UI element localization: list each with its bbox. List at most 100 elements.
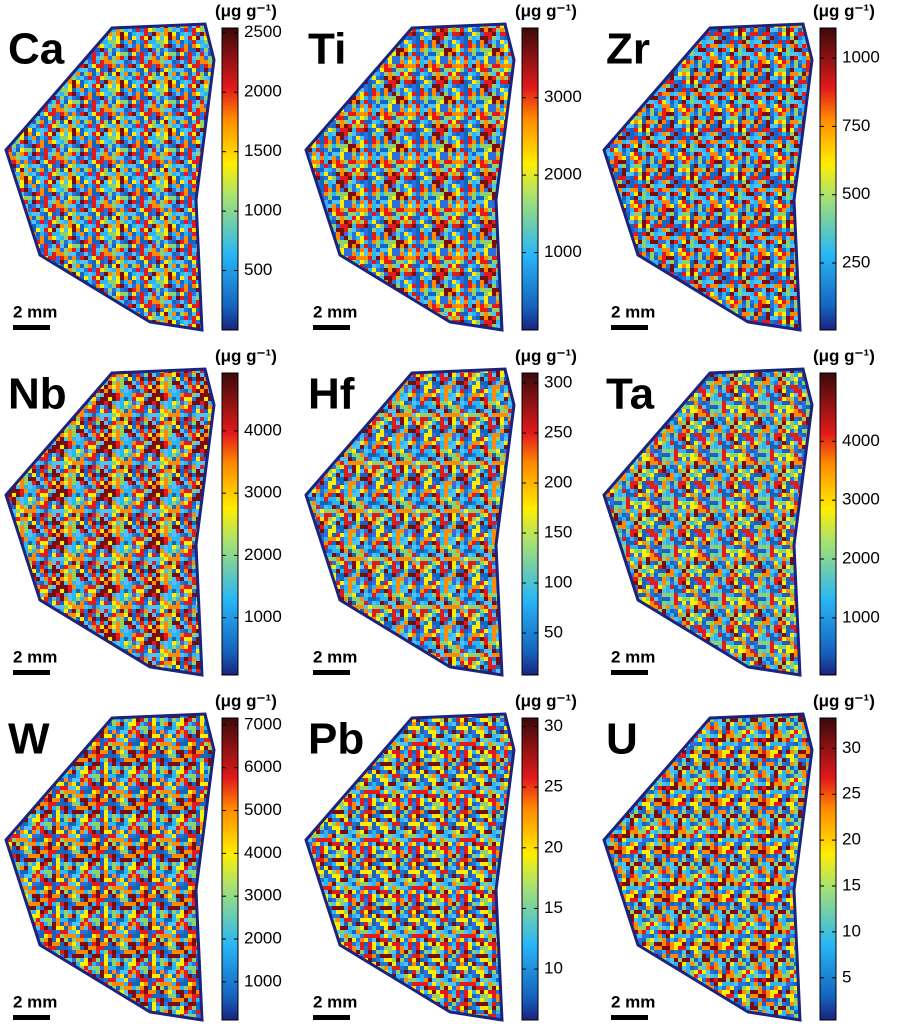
colorbar-tick-label: 1000: [244, 201, 282, 220]
colorbar: [521, 27, 539, 331]
colorbar-tick-label: 3000: [244, 886, 282, 905]
panel: W (μg g⁻¹) 2 mm 1000 2000 3000 4000 5000 6000 700…: [4, 691, 282, 1022]
panel: Hf (μg g⁻¹) 2 mm 50 100 150 200 250 300: [304, 346, 577, 677]
colorbar-tick-label: 3000: [244, 483, 282, 502]
colorbar-tick-label: 1000: [544, 242, 582, 261]
colorbar-tick-label: 1000: [842, 48, 880, 67]
colorbar-tick-label: 10: [544, 959, 563, 978]
colorbar-tick-label: 2000: [544, 165, 582, 184]
unit-label: (μg g⁻¹): [813, 346, 875, 365]
scale-bar: [313, 1015, 350, 1020]
colorbar-tick-label: 4000: [244, 843, 282, 862]
scale-label: 2 mm: [313, 647, 357, 666]
colorbar: [819, 372, 837, 676]
panel: Ta (μg g⁻¹) 2 mm 1000 2000 3000 4000: [602, 346, 880, 677]
colorbar-tick-label: 2500: [244, 22, 282, 41]
scale-label: 2 mm: [611, 992, 655, 1011]
element-label: Ta: [606, 370, 655, 419]
colorbar-tick-label: 250: [544, 422, 572, 441]
scale-label: 2 mm: [13, 647, 57, 666]
element-map: [602, 712, 814, 1022]
colorbar-tick-label: 20: [544, 837, 563, 856]
colorbar: [221, 372, 239, 676]
element-map: [602, 22, 814, 332]
colorbar-tick-label: 5: [842, 967, 851, 986]
colorbar-tick-label: 20: [842, 830, 861, 849]
panel: U (μg g⁻¹) 2 mm 5 10 15 20 25 30: [602, 691, 875, 1022]
panel: Zr (μg g⁻¹) 2 mm 250 500 750 1000: [602, 1, 880, 332]
colorbar: [221, 717, 239, 1021]
colorbar-tick-label: 750: [842, 116, 870, 135]
colorbar-tick-label: 15: [544, 898, 563, 917]
colorbar-tick-label: 25: [544, 777, 563, 796]
scale-bar: [611, 1015, 648, 1020]
element-label: U: [606, 715, 638, 764]
colorbar-tick-label: 500: [244, 260, 272, 279]
colorbar-tick-label: 6000: [244, 757, 282, 776]
colorbar: [521, 372, 539, 676]
unit-label: (μg g⁻¹): [215, 346, 277, 365]
scale-label: 2 mm: [313, 992, 357, 1011]
scale-bar: [13, 1015, 50, 1020]
colorbar-tick-label: 250: [842, 253, 870, 272]
colorbar-tick-label: 3000: [544, 87, 582, 106]
element-label: Zr: [606, 25, 650, 74]
panel: Ti (μg g⁻¹) 2 mm 1000 2000 3000: [304, 1, 582, 332]
colorbar-tick-label: 25: [842, 784, 861, 803]
unit-label: (μg g⁻¹): [813, 691, 875, 710]
colorbar-tick-label: 10: [842, 921, 861, 940]
element-label: Ca: [8, 25, 65, 74]
colorbar-tick-label: 1500: [244, 141, 282, 160]
colorbar-tick-label: 150: [544, 522, 572, 541]
colorbar-tick-label: 2000: [244, 82, 282, 101]
element-label: Hf: [308, 370, 355, 419]
scale-bar: [313, 670, 350, 675]
colorbar-tick-label: 2000: [244, 545, 282, 564]
panel: Pb (μg g⁻¹) 2 mm 10 15 20 25 30: [304, 691, 577, 1022]
panel: Ca (μg g⁻¹) 2 mm 500 1000 1500 2000 2500: [4, 1, 282, 332]
colorbar-tick-label: 4000: [244, 420, 282, 439]
element-map: [304, 367, 516, 677]
colorbar-tick-label: 3000: [842, 490, 880, 509]
scale-label: 2 mm: [611, 302, 655, 321]
scale-bar: [611, 325, 648, 330]
colorbar-tick-label: 500: [842, 184, 870, 203]
colorbar: [819, 27, 837, 331]
scale-bar: [313, 325, 350, 330]
colorbar-tick-label: 1000: [244, 971, 282, 990]
colorbar-tick-label: 300: [544, 372, 572, 391]
colorbar-tick-label: 30: [842, 738, 861, 757]
colorbar-tick-label: 200: [544, 472, 572, 491]
element-map: [4, 367, 216, 677]
element-map: [4, 712, 216, 1022]
colorbar-tick-label: 2000: [842, 549, 880, 568]
colorbar-tick-label: 50: [544, 622, 563, 641]
scale-label: 2 mm: [13, 992, 57, 1011]
colorbar: [819, 717, 837, 1021]
colorbar: [221, 27, 239, 331]
colorbar-tick-label: 7000: [244, 714, 282, 733]
unit-label: (μg g⁻¹): [515, 346, 577, 365]
element-map: [304, 22, 516, 332]
scale-bar: [13, 325, 50, 330]
panel: Nb (μg g⁻¹) 2 mm 1000 2000 3000 4000: [4, 346, 282, 677]
colorbar-tick-label: 4000: [842, 431, 880, 450]
unit-label: (μg g⁻¹): [813, 1, 875, 20]
unit-label: (μg g⁻¹): [215, 691, 277, 710]
scale-bar: [611, 670, 648, 675]
element-map: [602, 367, 814, 677]
colorbar-tick-label: 100: [544, 572, 572, 591]
colorbar-tick-label: 30: [544, 716, 563, 735]
colorbar-tick-label: 1000: [244, 607, 282, 626]
element-label: Nb: [8, 370, 67, 419]
scale-label: 2 mm: [313, 302, 357, 321]
element-label: Pb: [308, 715, 364, 764]
colorbar-tick-label: 15: [842, 875, 861, 894]
scale-label: 2 mm: [13, 302, 57, 321]
element-map: [4, 22, 216, 332]
element-map: [304, 712, 516, 1022]
scale-bar: [13, 670, 50, 675]
colorbar-tick-label: 5000: [244, 800, 282, 819]
unit-label: (μg g⁻¹): [515, 691, 577, 710]
